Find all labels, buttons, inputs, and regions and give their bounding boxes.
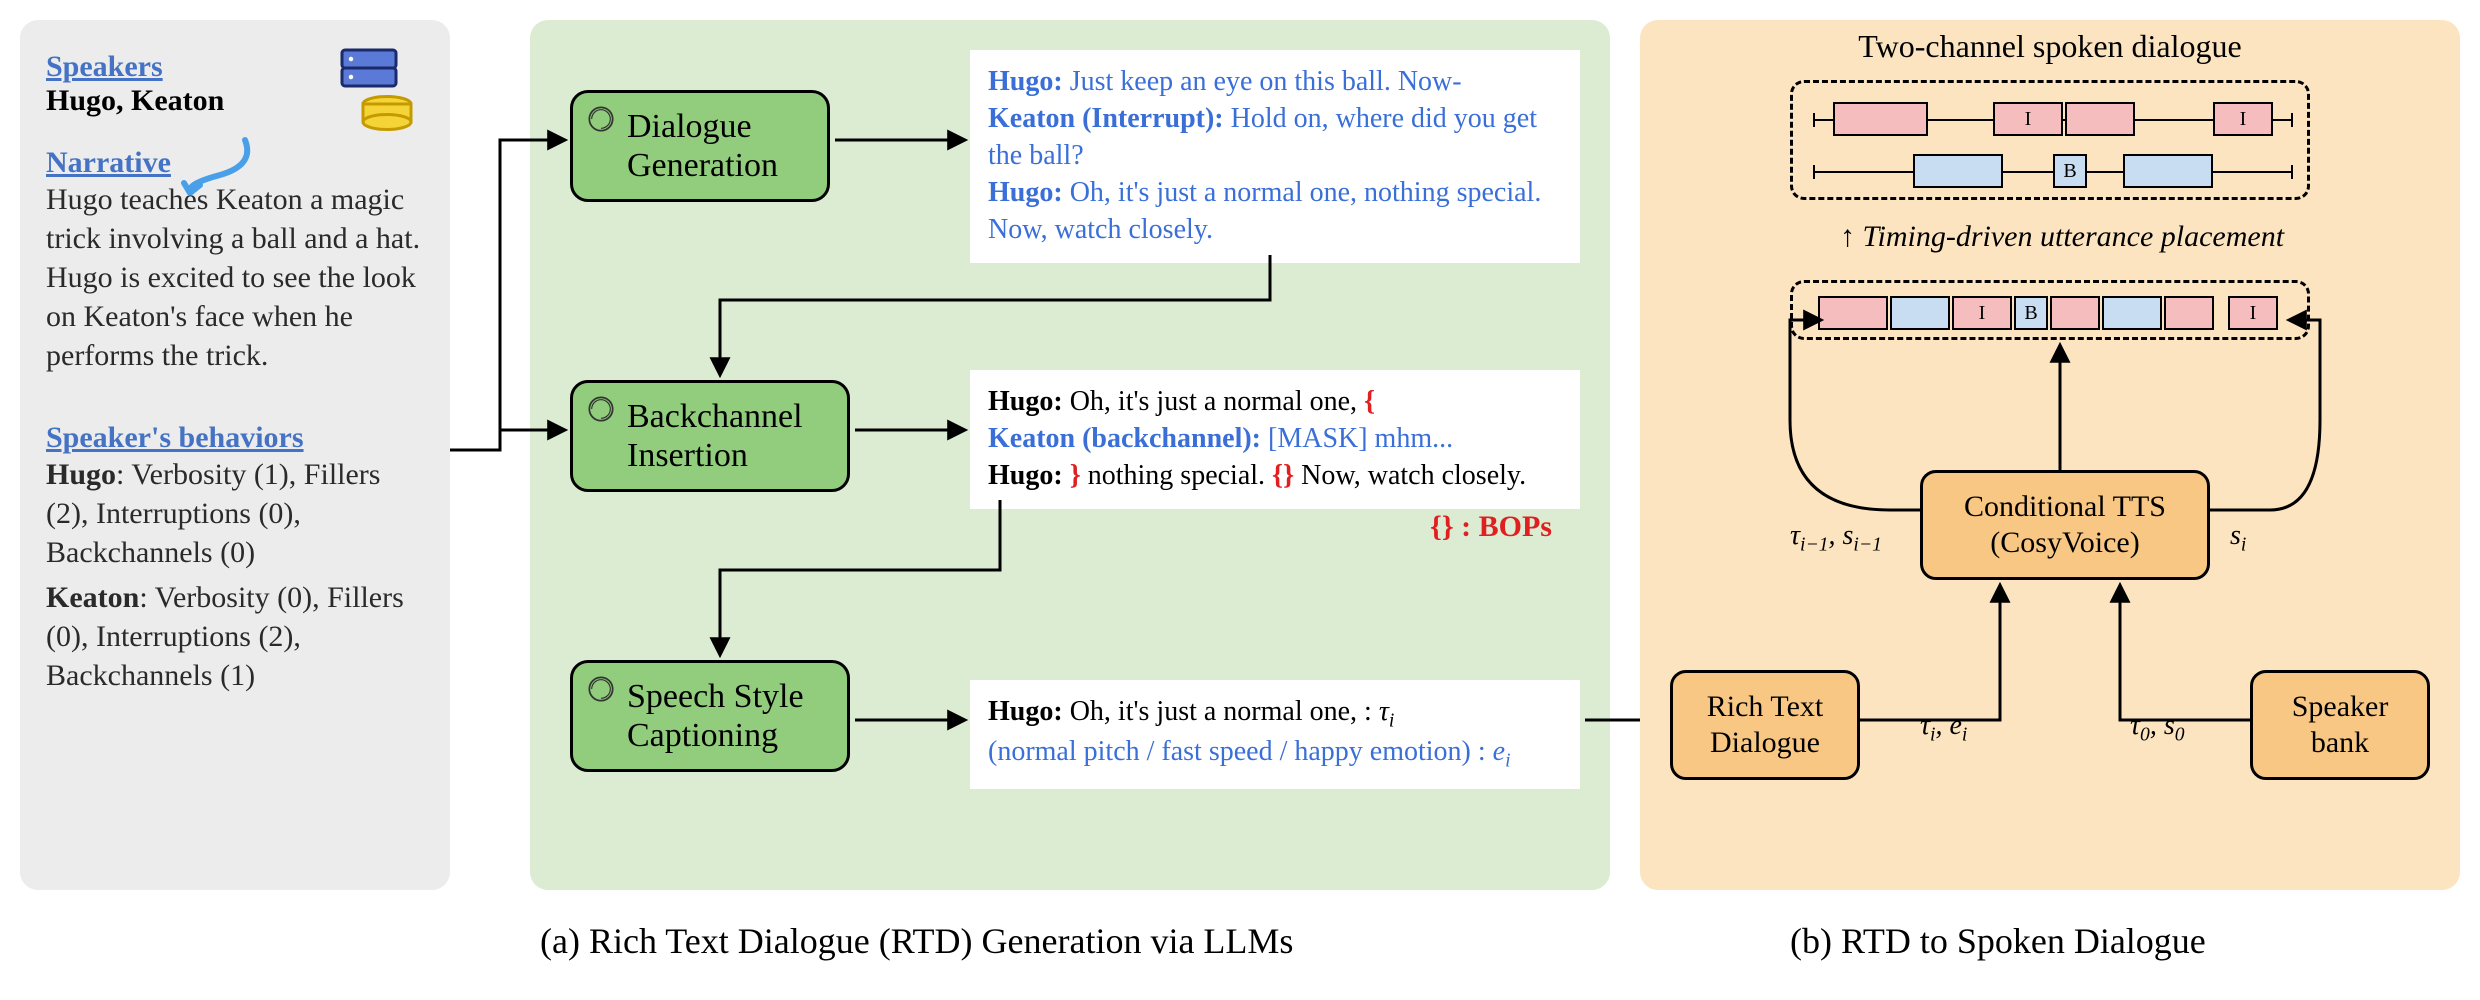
two-channel-title: Two-channel spoken dialogue [1640,28,2460,65]
e-i-symbol: ei [1493,736,1511,767]
behavior-speaker: Keaton [46,581,139,614]
utterance: Oh, it's just a normal one, nothing spec… [988,177,1541,245]
backchannel-insertion-label: Backchannel Insertion [627,398,803,474]
sequence-segment [1890,296,1950,330]
speech-style-captioning-box: Speech Style Captioning [570,660,850,772]
timeline-segment [1833,102,1928,136]
utterance: Now, watch closely. [1294,460,1526,491]
bops-legend: {} : BOPs [1430,510,1552,544]
timeline-segment: B [2053,154,2087,188]
speaker-bank-label: Speaker bank [2292,689,2389,761]
sequence-segment [2102,296,2162,330]
curly-arrow-icon [180,135,260,195]
timeline-segment [2065,102,2135,136]
right-brace: } [1070,460,1081,491]
utterance: [MASK] mhm... [1261,423,1453,454]
utterance: Just keep an eye on this ball. Now- [1063,66,1462,97]
gpt-icon [587,675,615,703]
utterance: Oh, it's just a normal one, : [1063,696,1379,727]
behavior-speaker: Hugo [46,458,116,491]
timeline-segment: I [2213,102,2273,136]
dialogue-output-box: Hugo: Just keep an eye on this ball. Now… [970,50,1580,263]
style-caption: (normal pitch / fast speed / happy emoti… [988,736,1493,767]
behaviors-label: Speaker's behaviors [46,421,424,455]
middle-panel: Dialogue Generation Backchannel Insertio… [530,20,1610,890]
timeline-segment: I [1993,102,2063,136]
tau-s-prev-label: τi−1, si−1 [1790,520,1882,557]
caption-b: (b) RTD to Spoken Dialogue [1790,920,2206,962]
speaker-tag: Hugo: [988,696,1063,727]
s-i-label: si [2230,520,2246,557]
tau0-s0-label: τ0, s0 [2130,710,2185,747]
conditional-tts-box: Conditional TTS (CosyVoice) [1920,470,2210,580]
backchannel-insertion-box: Backchannel Insertion [570,380,850,492]
gpt-icon [587,395,615,423]
braces-pair: {} [1272,460,1294,491]
sequence-segment: I [1952,296,2012,330]
utterance: Oh, it's just a normal one, [1063,386,1364,417]
behavior-row: Keaton: Verbosity (0), Fillers (0), Inte… [46,578,424,695]
speaker-tag: Hugo: [988,66,1063,97]
behavior-row: Hugo: Verbosity (1), Fillers (2), Interr… [46,455,424,572]
placement-text: Timing-driven utterance placement [1863,220,2285,253]
sequence-segment: I [2228,296,2278,330]
right-panel: Two-channel spoken dialogue II B ↑ Timin… [1640,20,2460,890]
speaker-tag: Keaton (backchannel): [988,423,1261,454]
speaker-tag: Hugo: [988,177,1063,208]
dialogue-generation-label: Dialogue Generation [627,108,778,184]
conditional-tts-label: Conditional TTS (CosyVoice) [1964,489,2166,561]
speaker-tag: Keaton (Interrupt): [988,103,1224,134]
sequence-timeline: IBI [1790,280,2310,340]
gpt-icon [587,105,615,133]
two-channel-timeline: II B [1790,80,2310,200]
left-brace: { [1364,386,1375,417]
rich-text-dialogue-box: Rich Text Dialogue [1670,670,1860,780]
placement-label: ↑ Timing-driven utterance placement [1840,220,2284,254]
narrative-text: Hugo teaches Keaton a magic trick involv… [46,180,424,375]
timeline-track-2: B [1813,171,2293,173]
sequence-segment [2164,296,2214,330]
database-server-icon [330,44,420,134]
speechstyle-output-box: Hugo: Oh, it's just a normal one, : τi (… [970,680,1580,789]
dialogue-generation-box: Dialogue Generation [570,90,830,202]
rich-text-dialogue-label: Rich Text Dialogue [1707,689,1824,761]
sequence-segment [2050,296,2100,330]
sequence-segment: B [2014,296,2048,330]
sequence-segment [1818,296,1888,330]
speech-style-captioning-label: Speech Style Captioning [627,678,804,754]
timeline-segment [1913,154,2003,188]
caption-a: (a) Rich Text Dialogue (RTD) Generation … [540,920,1293,962]
timeline-segment [2123,154,2213,188]
backchannel-output-box: Hugo: Oh, it's just a normal one, { Keat… [970,370,1580,509]
tau-e-label: τi, ei [1920,710,1967,747]
speaker-tag: Hugo: [988,386,1063,417]
left-panel: Speakers Hugo, Keaton Narrative Hugo tea… [20,20,450,890]
speaker-tag: Hugo: [988,460,1070,491]
tau-i-symbol: τi [1379,696,1394,727]
speaker-bank-box: Speaker bank [2250,670,2430,780]
utterance: nothing special. [1081,460,1272,491]
timeline-track-1: II [1813,119,2293,121]
